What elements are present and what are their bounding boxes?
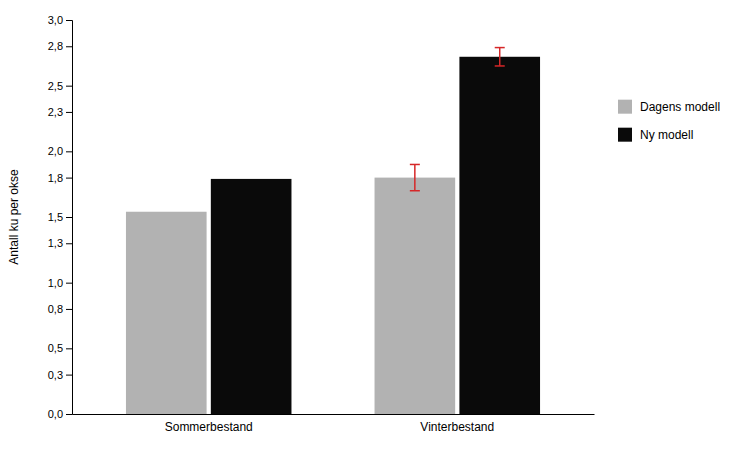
x-tick-label: Sommerbestand [165, 420, 253, 434]
y-tick-mark [66, 243, 72, 244]
y-tick: 0,5 [48, 342, 72, 354]
y-tick-label: 0,0 [48, 408, 63, 420]
x-axis: Sommerbestand Vinterbestand [73, 415, 595, 434]
y-tick: 2,5 [48, 80, 72, 92]
bar [126, 212, 207, 414]
y-tick: 1,5 [48, 211, 72, 223]
legend-item: Ny modell [618, 128, 693, 142]
y-tick: 0,8 [48, 303, 72, 315]
y-tick: 2,3 [48, 106, 72, 118]
y-tick-mark [66, 46, 72, 47]
series [211, 57, 540, 414]
error-bar-stem [414, 164, 416, 190]
y-tick-label: 1,5 [48, 211, 63, 223]
y-axis: 0,0 0,3 0,5 0,8 1,0 1,3 1,5 1,8 2,0 2,3 2,5 2,8 3,0 [48, 14, 73, 420]
error-bar-stem [499, 48, 501, 66]
error-bar-cap-low [410, 190, 420, 192]
y-tick-mark [66, 178, 72, 179]
y-tick-label: 2,8 [48, 40, 63, 52]
legend-swatch [618, 100, 632, 114]
y-tick-mark [66, 20, 72, 21]
y-tick: 0,0 [48, 408, 72, 420]
error-bar-cap-low [495, 65, 505, 67]
bar [375, 178, 456, 414]
error-bar-cap-high [410, 164, 420, 166]
legend-label: Dagens modell [640, 100, 720, 114]
x-tick: Vinterbestand [420, 420, 494, 434]
plot: 0,0 0,3 0,5 0,8 1,0 1,3 1,5 1,8 2,0 2,3 2,5 2,8 3,0 S… [48, 14, 595, 434]
y-tick-mark [66, 217, 72, 218]
x-axis-line [73, 414, 595, 415]
y-tick-mark [66, 375, 72, 376]
y-tick-label: 1,0 [48, 277, 63, 289]
error-bar-cap-high [495, 47, 505, 49]
x-tick-label: Vinterbestand [420, 420, 494, 434]
bar [211, 179, 292, 414]
y-tick-mark [66, 86, 72, 87]
y-tick: 1,0 [48, 277, 72, 289]
y-tick-label: 0,5 [48, 342, 63, 354]
y-tick-label: 3,0 [48, 14, 63, 26]
y-tick-label: 1,8 [48, 172, 63, 184]
y-tick-mark [66, 283, 72, 284]
series [126, 178, 455, 414]
y-tick: 0,3 [48, 369, 72, 381]
x-tick: Sommerbestand [165, 420, 253, 434]
y-tick: 3,0 [48, 14, 72, 26]
y-tick: 2,0 [48, 145, 72, 157]
legend-item: Dagens modell [618, 100, 720, 114]
y-tick-label: 2,0 [48, 145, 63, 157]
y-tick-mark [66, 348, 72, 349]
marks [126, 48, 540, 414]
error-bar [410, 164, 420, 190]
y-tick: 1,8 [48, 172, 72, 184]
y-tick-label: 2,5 [48, 80, 63, 92]
y-tick-label: 2,3 [48, 106, 63, 118]
y-tick-mark [66, 414, 72, 415]
y-tick-label: 0,8 [48, 303, 63, 315]
legend: Dagens modell Ny modell [618, 100, 720, 142]
y-tick-label: 0,3 [48, 369, 63, 381]
bar [459, 57, 540, 414]
y-axis-title: Antall ku per okse [7, 169, 21, 265]
error-bar [495, 48, 505, 66]
legend-label: Ny modell [640, 128, 693, 142]
y-axis-line [66, 21, 73, 415]
y-tick-mark [66, 112, 72, 113]
y-tick: 2,8 [48, 40, 72, 52]
legend-swatch [618, 128, 632, 142]
y-tick-label: 1,3 [48, 237, 63, 249]
y-tick-mark [66, 309, 72, 310]
y-tick-mark [66, 151, 72, 152]
chart: 0,0 0,3 0,5 0,8 1,0 1,3 1,5 1,8 2,0 2,3 2,5 2,8 3,0 S… [0, 0, 754, 454]
y-tick: 1,3 [48, 237, 72, 249]
